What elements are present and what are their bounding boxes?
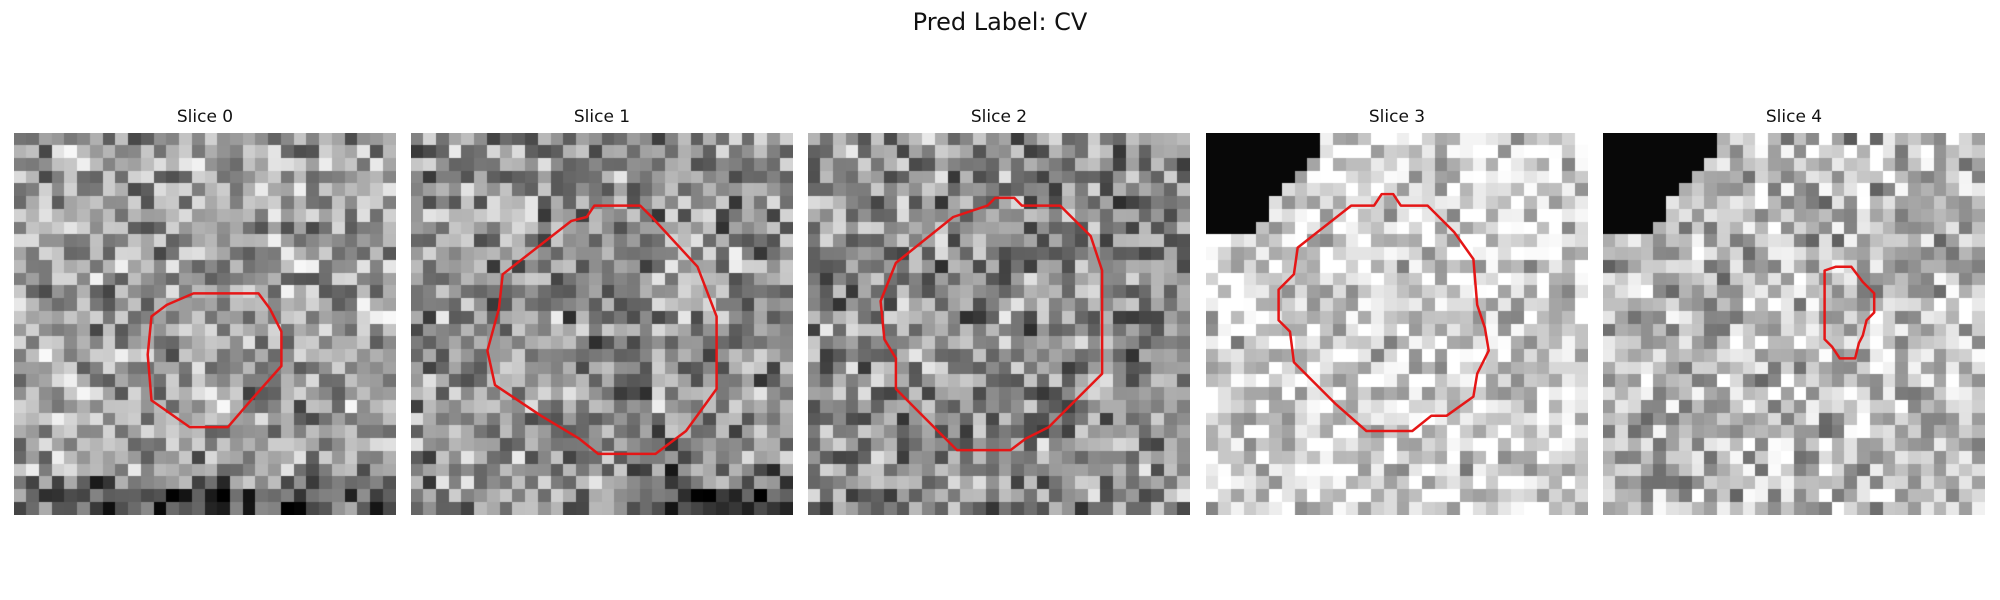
slice-panel-3: Slice 3: [1206, 106, 1588, 515]
slice-image-3: [1206, 133, 1588, 515]
figure-title: Pred Label: CV: [912, 8, 1088, 36]
slice-panel-2: Slice 2: [808, 106, 1190, 515]
slice-panel-1: Slice 1: [411, 106, 793, 515]
slice-title-2: Slice 2: [970, 107, 1028, 127]
slice-panel-4: Slice 4: [1603, 106, 1985, 515]
slice-title-3: Slice 3: [1368, 107, 1426, 127]
slice-title-1: Slice 1: [573, 107, 631, 127]
slice-title-4: Slice 4: [1765, 107, 1823, 127]
slice-image-0: [14, 133, 396, 515]
slice-panel-0: Slice 0: [14, 106, 396, 515]
slice-image-4: [1603, 133, 1985, 515]
slice-title-0: Slice 0: [176, 107, 234, 127]
slice-image-2: [808, 133, 1190, 515]
slice-image-1: [411, 133, 793, 515]
